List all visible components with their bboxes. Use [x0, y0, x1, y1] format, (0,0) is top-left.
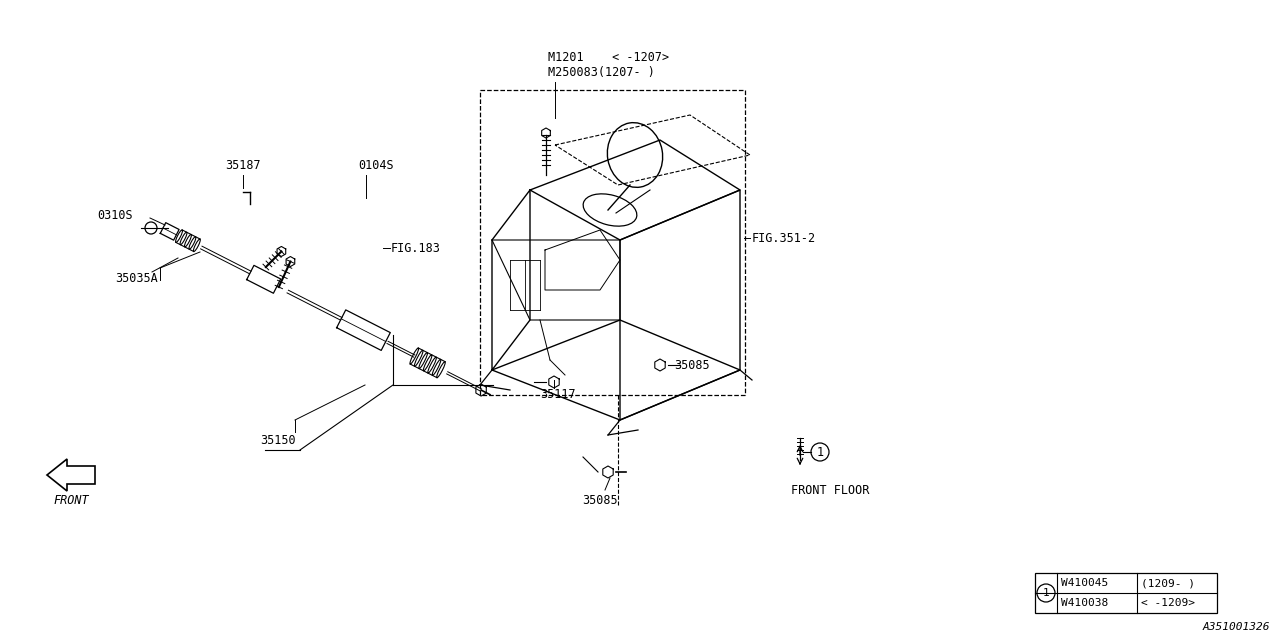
Text: 1: 1	[817, 445, 823, 458]
Text: 1: 1	[1043, 588, 1050, 598]
Text: 35085: 35085	[675, 358, 709, 371]
Text: FIG.183: FIG.183	[390, 241, 440, 255]
Text: M250083(1207- ): M250083(1207- )	[548, 65, 655, 79]
Text: 35035A: 35035A	[115, 271, 157, 285]
Text: W410045: W410045	[1061, 578, 1108, 588]
Text: FIG.351-2: FIG.351-2	[753, 232, 817, 244]
Text: 35085: 35085	[582, 493, 618, 506]
Text: 35117: 35117	[540, 388, 576, 401]
Text: (1209- ): (1209- )	[1140, 578, 1196, 588]
Text: 35150: 35150	[260, 433, 296, 447]
Text: 35187: 35187	[225, 159, 261, 172]
Text: M1201    < -1207>: M1201 < -1207>	[548, 51, 669, 63]
Text: A351001326: A351001326	[1202, 622, 1270, 632]
Text: < -1209>: < -1209>	[1140, 598, 1196, 608]
Text: 0310S: 0310S	[97, 209, 133, 221]
Text: FRONT: FRONT	[54, 495, 88, 508]
Text: FRONT FLOOR: FRONT FLOOR	[791, 483, 869, 497]
Text: 0104S: 0104S	[358, 159, 394, 172]
Text: W410038: W410038	[1061, 598, 1108, 608]
